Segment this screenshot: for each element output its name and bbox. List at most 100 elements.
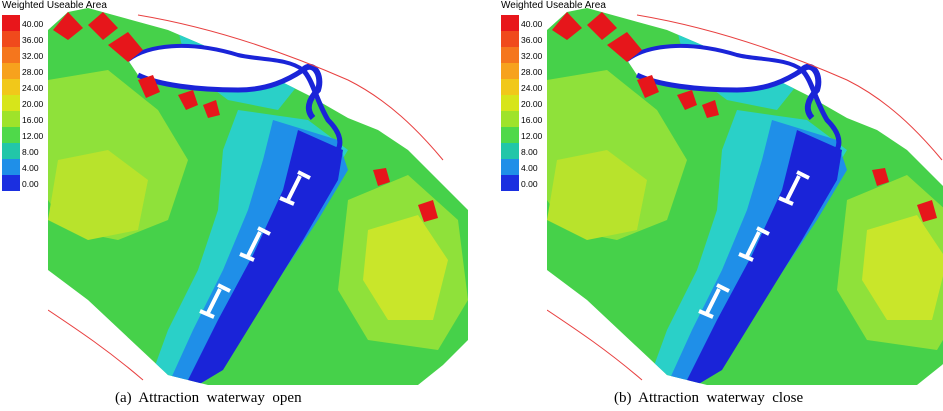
legend-row: 12.00: [501, 127, 545, 143]
legend-swatch: [501, 159, 519, 175]
legend-row: 28.00: [2, 63, 46, 79]
field-yellowgreen: [363, 215, 448, 320]
legend-swatch: [501, 143, 519, 159]
legend-label: 40.00: [521, 19, 543, 29]
legend-swatch: [2, 175, 20, 191]
groyne-structure: [279, 170, 311, 206]
groyne-structure: [239, 226, 271, 262]
high-wua-patch: [373, 168, 390, 186]
legend-label: 24.00: [22, 83, 44, 93]
bank-line: [547, 309, 643, 381]
legend: 40.00 36.00 32.00 28.00 24.00 20.00 16.0…: [2, 15, 46, 191]
high-wua-patch: [607, 32, 642, 62]
legend-label: 20.00: [521, 99, 543, 109]
island: [627, 45, 802, 90]
legend-row: 16.00: [501, 111, 545, 127]
legend-swatch: [501, 95, 519, 111]
legend-row: 24.00: [2, 79, 46, 95]
high-wua-patch: [637, 75, 659, 98]
legend-label: 20.00: [22, 99, 44, 109]
legend-swatch: [2, 31, 20, 47]
legend-row: 32.00: [2, 47, 46, 63]
legend-row: 40.00: [501, 15, 545, 31]
legend-label: 4.00: [521, 163, 538, 173]
panel-b: Weighted Useable Area 40.00 36.00 32.00 …: [499, 0, 943, 411]
legend-label: 16.00: [22, 115, 44, 125]
legend-row: 28.00: [501, 63, 545, 79]
legend-row: 4.00: [501, 159, 545, 175]
legend-label: 28.00: [22, 67, 44, 77]
legend-swatch: [2, 111, 20, 127]
channel-deep: [687, 130, 842, 385]
legend-title: Weighted Useable Area: [2, 0, 107, 11]
legend-swatch: [2, 159, 20, 175]
high-wua-patch: [702, 100, 719, 118]
legend-label: 36.00: [22, 35, 44, 45]
legend-swatch: [501, 111, 519, 127]
island-shore: [126, 44, 305, 72]
legend-row: 32.00: [501, 47, 545, 63]
legend-row: 36.00: [2, 31, 46, 47]
legend-label: 32.00: [22, 51, 44, 61]
high-wua-patch: [418, 200, 438, 222]
channel-deep: [188, 130, 343, 385]
groyne-structure: [698, 283, 730, 319]
legend-label: 4.00: [22, 163, 39, 173]
legend-swatch: [501, 15, 519, 31]
island-shore-south: [136, 66, 343, 152]
high-wua-patch: [872, 168, 889, 186]
island-shore-south: [635, 66, 842, 152]
legend-row: 20.00: [2, 95, 46, 111]
groyne-structure: [738, 226, 770, 262]
bank-line: [636, 14, 943, 161]
legend-label: 12.00: [521, 131, 543, 141]
groyne-structure: [199, 283, 231, 319]
legend-swatch: [2, 15, 20, 31]
legend: 40.00 36.00 32.00 28.00 24.00 20.00 16.0…: [501, 15, 545, 191]
legend-row: 36.00: [501, 31, 545, 47]
legend-swatch: [501, 31, 519, 47]
legend-swatch: [2, 79, 20, 95]
legend-swatch: [2, 143, 20, 159]
island-shore: [625, 44, 804, 72]
legend-label: 28.00: [521, 67, 543, 77]
panel-a: Weighted Useable Area 40.00 36.00 32.00 …: [0, 0, 470, 411]
high-wua-patch: [587, 12, 617, 40]
caption-b: (b) Attraction waterway close: [614, 390, 804, 406]
legend-label: 0.00: [22, 179, 39, 189]
legend-swatch: [2, 63, 20, 79]
field-yellowgreen: [862, 215, 943, 320]
habitat-map: [48, 8, 468, 385]
tributary: [300, 63, 323, 120]
legend-row: 24.00: [501, 79, 545, 95]
island: [128, 45, 303, 90]
legend-swatch: [501, 175, 519, 191]
caption-a: (a) Attraction waterway open: [115, 390, 302, 406]
legend-row: 20.00: [501, 95, 545, 111]
field-yellowgreen: [547, 150, 647, 240]
field-yellowgreen: [48, 150, 148, 240]
high-wua-patch: [88, 12, 118, 40]
groyne-structure: [778, 170, 810, 206]
legend-row: 0.00: [2, 175, 46, 191]
legend-label: 8.00: [521, 147, 538, 157]
tributary: [799, 63, 822, 120]
legend-swatch: [501, 63, 519, 79]
bank-line: [48, 309, 144, 381]
legend-row: 40.00: [2, 15, 46, 31]
high-wua-patch: [138, 75, 160, 98]
legend-title: Weighted Useable Area: [501, 0, 606, 11]
high-wua-patch: [178, 90, 198, 110]
legend-label: 36.00: [521, 35, 543, 45]
legend-label: 40.00: [22, 19, 44, 29]
high-wua-patch: [108, 32, 143, 62]
legend-row: 8.00: [501, 143, 545, 159]
habitat-map: [547, 8, 943, 385]
legend-row: 8.00: [2, 143, 46, 159]
legend-label: 0.00: [521, 179, 538, 189]
legend-swatch: [501, 47, 519, 63]
high-wua-patch: [677, 90, 697, 110]
legend-label: 16.00: [521, 115, 543, 125]
legend-row: 12.00: [2, 127, 46, 143]
legend-swatch: [501, 127, 519, 143]
